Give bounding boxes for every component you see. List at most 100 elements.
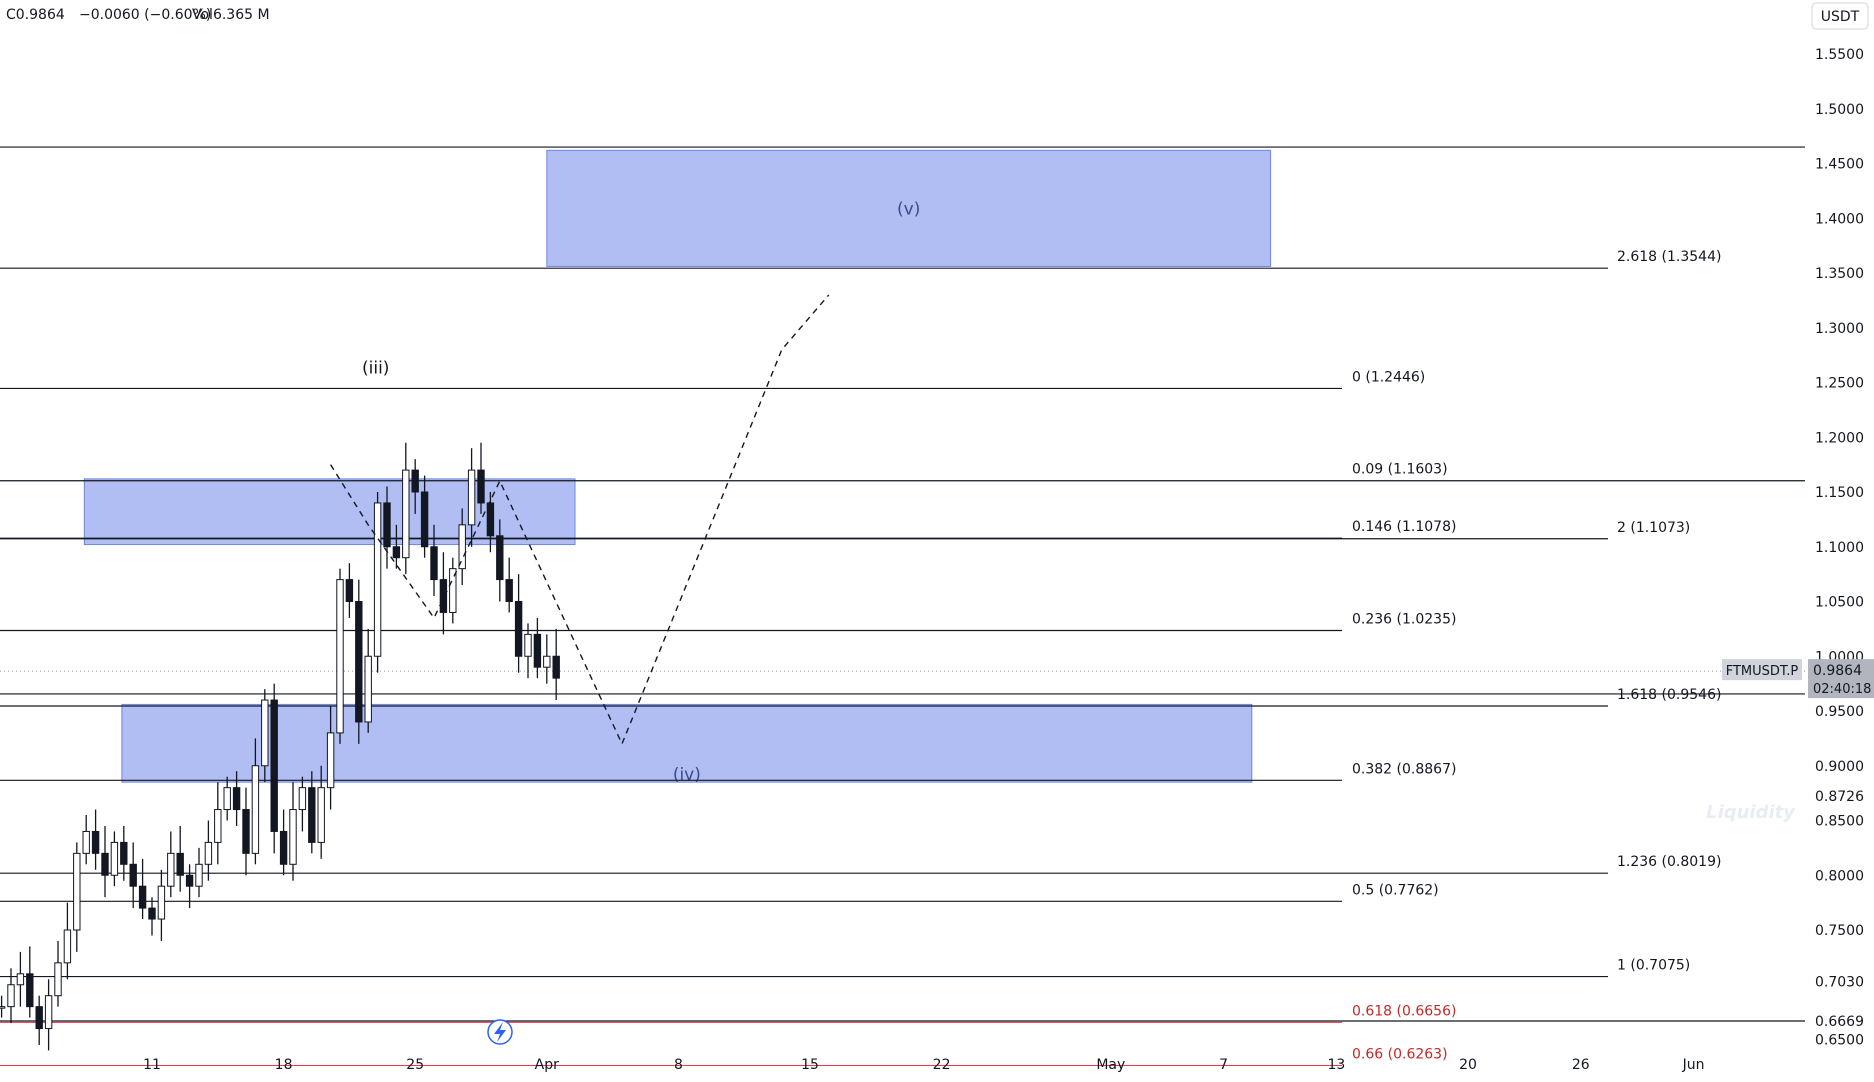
- candle-body: [420, 491, 429, 548]
- candle-body: [7, 984, 15, 1008]
- candle-body: [251, 765, 260, 854]
- zone-label: (iv): [673, 765, 701, 785]
- price-tick-label: 0.9000: [1815, 759, 1864, 775]
- candle-body: [232, 787, 241, 811]
- candle-body: [223, 787, 231, 811]
- countdown-label: 02:40:18: [1813, 682, 1871, 697]
- candle-body: [383, 502, 391, 548]
- candle-body: [345, 579, 354, 602]
- price-tick-label: 1.4500: [1815, 157, 1864, 173]
- candle-body: [26, 973, 34, 1008]
- fib-level-label: 0.09 (1.1603): [1352, 462, 1448, 478]
- candle-body: [138, 885, 147, 909]
- candle-body: [120, 841, 128, 865]
- candle-body: [449, 568, 457, 613]
- candle-body: [195, 863, 203, 887]
- lightning-icon[interactable]: [487, 1019, 513, 1045]
- fib-level-label: 0.382 (0.8867): [1352, 761, 1456, 777]
- price-tick-label: 1.5500: [1815, 47, 1864, 63]
- target-zone[interactable]: [546, 149, 1272, 267]
- price-tick-label: 0.8500: [1815, 814, 1864, 830]
- candle-body: [101, 852, 109, 876]
- time-tick-label: 15: [801, 1057, 819, 1073]
- candle-body: [308, 787, 316, 843]
- candle-body: [402, 469, 410, 559]
- time-tick-label: 13: [1327, 1057, 1345, 1073]
- price-tick-label: 1.3000: [1815, 321, 1864, 337]
- candle-body: [204, 841, 213, 865]
- candle-body: [44, 995, 53, 1030]
- candle-body: [430, 546, 438, 581]
- fib-level-label: 0.5 (0.7762): [1352, 882, 1439, 898]
- fib-level-label: 0.618 (0.6656): [1352, 1003, 1456, 1019]
- candle-body: [279, 830, 288, 865]
- candle-body: [458, 524, 466, 570]
- candle-body: [552, 655, 560, 679]
- currency-box[interactable]: [1811, 2, 1869, 30]
- candle-body: [411, 469, 419, 493]
- candle-body: [373, 502, 382, 657]
- fib-level-label: 1 (0.7075): [1617, 958, 1690, 974]
- fib-level-label: 2.618 (1.3544): [1617, 249, 1721, 265]
- candle-body: [289, 809, 297, 865]
- candle-body: [176, 852, 184, 876]
- candle-body: [467, 469, 476, 526]
- time-tick-label: Jun: [1682, 1057, 1705, 1073]
- price-tick-label: 0.7500: [1815, 923, 1864, 939]
- candle-body: [185, 874, 194, 887]
- time-tick-label: May: [1096, 1057, 1125, 1073]
- candle-body: [110, 841, 119, 876]
- candle-body: [355, 601, 363, 723]
- time-tick-label: 25: [406, 1057, 424, 1073]
- time-tick-label: 22: [933, 1057, 951, 1073]
- time-tick-label: 20: [1459, 1057, 1477, 1073]
- symbol-badge[interactable]: [1722, 659, 1802, 681]
- fib-level-label: 2 (1.1073): [1617, 520, 1690, 536]
- wave-label: (iii): [362, 359, 389, 379]
- candle-body: [477, 469, 485, 504]
- candle-body: [214, 809, 222, 843]
- fib-level-label: 0.236 (1.0235): [1352, 612, 1456, 628]
- candle-body: [505, 579, 513, 602]
- watermark-text: Liquidity: [1706, 802, 1796, 823]
- target-zone[interactable]: [121, 703, 1253, 783]
- time-tick-label: 7: [1219, 1057, 1228, 1073]
- candle-body: [63, 929, 72, 964]
- price-tick-label: 1.3500: [1815, 266, 1864, 282]
- time-tick-label: 11: [143, 1057, 161, 1073]
- price-tick-label: 1.4000: [1815, 211, 1864, 227]
- header-volume: Vol6.365 M: [192, 7, 270, 23]
- price-tick-label: 1.5000: [1815, 102, 1864, 118]
- candle-body: [364, 655, 372, 723]
- currency-label: USDT: [1821, 9, 1860, 25]
- last-price-badge[interactable]: [1808, 659, 1874, 699]
- price-tick-label: 1.0500: [1815, 595, 1864, 611]
- fib-level-label: 1.236 (0.8019): [1617, 854, 1721, 870]
- price-tick-label: 0.8000: [1815, 868, 1864, 884]
- price-tick-label: 0.8726: [1815, 789, 1864, 805]
- price-tick-label: 0.7030: [1815, 974, 1864, 990]
- price-tick-label: 1.1500: [1815, 485, 1864, 501]
- candle-body: [326, 732, 335, 789]
- fib-level-label: 1.618 (0.9546): [1617, 687, 1721, 703]
- time-tick-label: 18: [275, 1057, 293, 1073]
- fib-level-label: 0.66 (0.6263): [1352, 1046, 1448, 1062]
- candle-body: [317, 787, 325, 843]
- price-tick-label: 1.1000: [1815, 540, 1864, 556]
- zone-label: (v): [897, 199, 920, 219]
- candle-body: [91, 830, 100, 854]
- candle-body: [0, 1006, 6, 1009]
- candle-body: [167, 852, 175, 887]
- candle-body: [157, 885, 166, 920]
- elliott-wave-projection[interactable]: [330, 294, 830, 746]
- target-zone[interactable]: [83, 478, 576, 546]
- candle-body: [148, 907, 156, 920]
- price-tick-label: 1.2000: [1815, 430, 1864, 446]
- candle-body: [270, 699, 278, 832]
- candle-body: [35, 1006, 43, 1030]
- fib-level-label: 0 (1.2446): [1352, 369, 1425, 385]
- candle-body: [336, 579, 344, 734]
- fib-level-label: 0.146 (1.1078): [1352, 519, 1456, 535]
